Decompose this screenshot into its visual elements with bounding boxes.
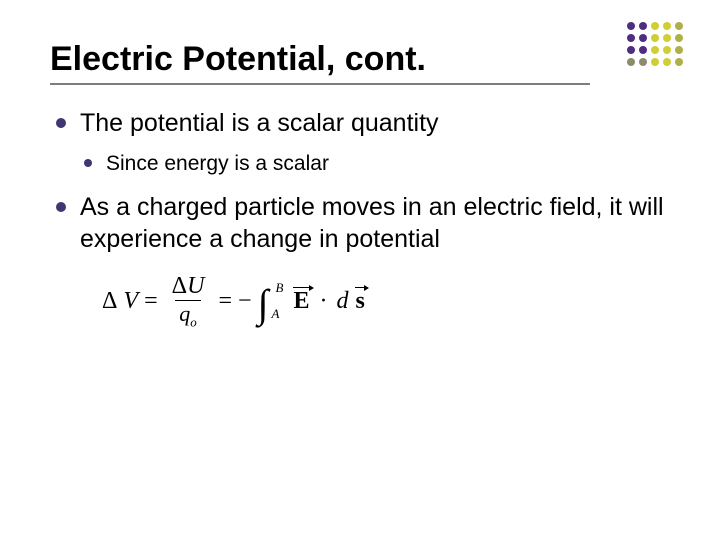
eq-delta: Δ <box>102 288 117 315</box>
title-underline <box>50 83 590 85</box>
integral-lower-bound: A <box>272 306 280 322</box>
bullet-change-in-potential: As a charged particle moves in an electr… <box>50 191 670 256</box>
eq-V: V <box>123 288 138 315</box>
eq-q: q <box>179 301 190 326</box>
eq-equals-2: = <box>218 288 232 315</box>
eq-minus: − <box>238 288 252 315</box>
eq-integral: ∫ B A <box>258 284 269 320</box>
eq-equals-1: = <box>144 288 158 315</box>
eq-vec-E: E <box>293 288 311 315</box>
potential-equation: ΔV = ΔU qo = − ∫ B A E · ds <box>102 274 670 329</box>
slide-title: Electric Potential, cont. <box>50 40 670 79</box>
integral-symbol: ∫ <box>258 286 269 322</box>
integral-upper-bound: B <box>276 280 284 296</box>
bullet-text: The potential is a scalar quantity <box>80 109 439 137</box>
bullet-text: As a charged particle moves in an electr… <box>80 193 664 254</box>
eq-delta-u: Δ <box>172 273 187 299</box>
subbullet-energy-scalar: Since energy is a scalar <box>80 150 670 177</box>
eq-vec-s: s <box>355 288 366 315</box>
eq-q-sub: o <box>190 314 197 329</box>
eq-fraction: ΔU qo <box>168 274 209 329</box>
bullet-scalar-quantity: The potential is a scalar quantity Since… <box>50 107 670 177</box>
eq-d: d <box>337 288 349 315</box>
eq-dot: · <box>317 288 331 315</box>
subbullet-text: Since energy is a scalar <box>106 152 329 175</box>
